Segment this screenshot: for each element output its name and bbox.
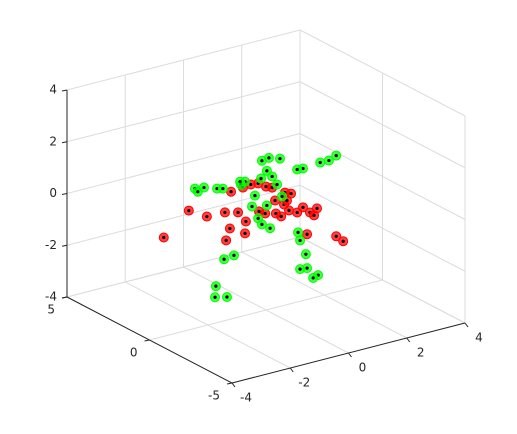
point-center bbox=[334, 153, 338, 158]
point-center bbox=[312, 213, 316, 217]
point-center bbox=[250, 204, 254, 209]
point-center bbox=[268, 226, 272, 230]
grid-line bbox=[299, 236, 466, 324]
point-center bbox=[224, 238, 228, 242]
point-center bbox=[256, 216, 260, 220]
point-center bbox=[259, 176, 263, 181]
point-center bbox=[270, 174, 274, 179]
x-tick-label: -2 bbox=[298, 376, 310, 390]
point-center bbox=[315, 206, 319, 210]
point-center bbox=[260, 159, 264, 163]
grid-line bbox=[299, 29, 466, 117]
y-tick-label: 5 bbox=[47, 303, 55, 317]
z-tick-label: 4 bbox=[49, 83, 57, 97]
point-center bbox=[232, 253, 236, 257]
point-center bbox=[265, 169, 269, 173]
point-center bbox=[311, 276, 315, 280]
point-center bbox=[221, 187, 225, 191]
x-tick-label: 4 bbox=[475, 331, 483, 345]
grid-line bbox=[66, 184, 301, 246]
z-tick bbox=[61, 296, 68, 299]
point-center bbox=[295, 210, 299, 215]
grid-line bbox=[299, 184, 466, 272]
point-center bbox=[263, 211, 267, 216]
z-tick bbox=[61, 193, 68, 195]
point-center bbox=[301, 205, 305, 209]
x-tick-label: -4 bbox=[240, 391, 252, 405]
point-center bbox=[298, 267, 302, 271]
x-tick bbox=[406, 337, 411, 343]
point-center bbox=[162, 235, 166, 240]
grid-line bbox=[299, 133, 466, 220]
point-center bbox=[301, 166, 305, 171]
point-center bbox=[228, 226, 232, 231]
point-center bbox=[265, 203, 269, 208]
x-tick bbox=[464, 322, 469, 328]
grid-line bbox=[299, 81, 466, 169]
point-center bbox=[295, 167, 299, 172]
z-tick bbox=[61, 141, 68, 144]
point-center bbox=[238, 180, 242, 184]
x-tick bbox=[289, 367, 294, 373]
point-center bbox=[279, 214, 283, 218]
y-tick-label: -5 bbox=[208, 389, 220, 403]
y-tick bbox=[144, 339, 150, 342]
z-tick-label: 2 bbox=[49, 134, 57, 148]
point-center bbox=[285, 198, 289, 203]
point-center bbox=[305, 266, 309, 270]
y-tick-label: 0 bbox=[130, 346, 138, 360]
z-tick-label: -4 bbox=[45, 290, 57, 304]
point-center bbox=[304, 252, 308, 256]
point-center bbox=[225, 295, 229, 299]
point-center bbox=[298, 238, 302, 243]
point-center bbox=[289, 191, 293, 196]
point-center bbox=[296, 230, 300, 235]
point-center bbox=[196, 190, 200, 194]
grid-line bbox=[66, 133, 301, 194]
point-center bbox=[253, 194, 257, 198]
point-center bbox=[275, 182, 279, 187]
point-center bbox=[223, 210, 227, 215]
point-center bbox=[213, 295, 217, 299]
z-tick bbox=[61, 89, 68, 92]
point-center bbox=[205, 214, 209, 219]
point-center bbox=[215, 186, 219, 191]
point-center bbox=[341, 239, 345, 243]
point-center bbox=[229, 190, 233, 194]
point-center bbox=[287, 208, 291, 213]
z-tick bbox=[61, 244, 68, 247]
point-center bbox=[249, 182, 253, 187]
y-tick bbox=[226, 382, 233, 385]
grid-line bbox=[149, 279, 383, 341]
point-center bbox=[257, 209, 261, 214]
point-center bbox=[267, 156, 271, 160]
grid-line bbox=[66, 81, 301, 143]
point-center bbox=[305, 232, 309, 236]
point-center bbox=[243, 231, 247, 235]
point-center bbox=[187, 208, 191, 213]
x-tick bbox=[348, 352, 352, 358]
point-center bbox=[278, 157, 282, 161]
point-center bbox=[327, 158, 331, 163]
grid-line bbox=[66, 236, 301, 298]
point-center bbox=[260, 222, 264, 226]
z-tick-label: 0 bbox=[49, 186, 57, 200]
grid-line bbox=[66, 29, 301, 91]
z-tick-label: -2 bbox=[45, 238, 57, 252]
point-center bbox=[244, 219, 248, 224]
point-center bbox=[334, 234, 338, 238]
point-center bbox=[273, 198, 277, 203]
point-center bbox=[264, 184, 268, 189]
point-center bbox=[318, 160, 322, 165]
x-tick bbox=[231, 382, 236, 388]
point-center bbox=[236, 210, 240, 215]
x-tick-label: 2 bbox=[417, 346, 425, 360]
point-center bbox=[280, 194, 284, 199]
point-center bbox=[202, 185, 206, 190]
x-tick-label: 0 bbox=[359, 361, 367, 375]
point-center bbox=[222, 257, 226, 261]
point-center bbox=[214, 284, 218, 288]
